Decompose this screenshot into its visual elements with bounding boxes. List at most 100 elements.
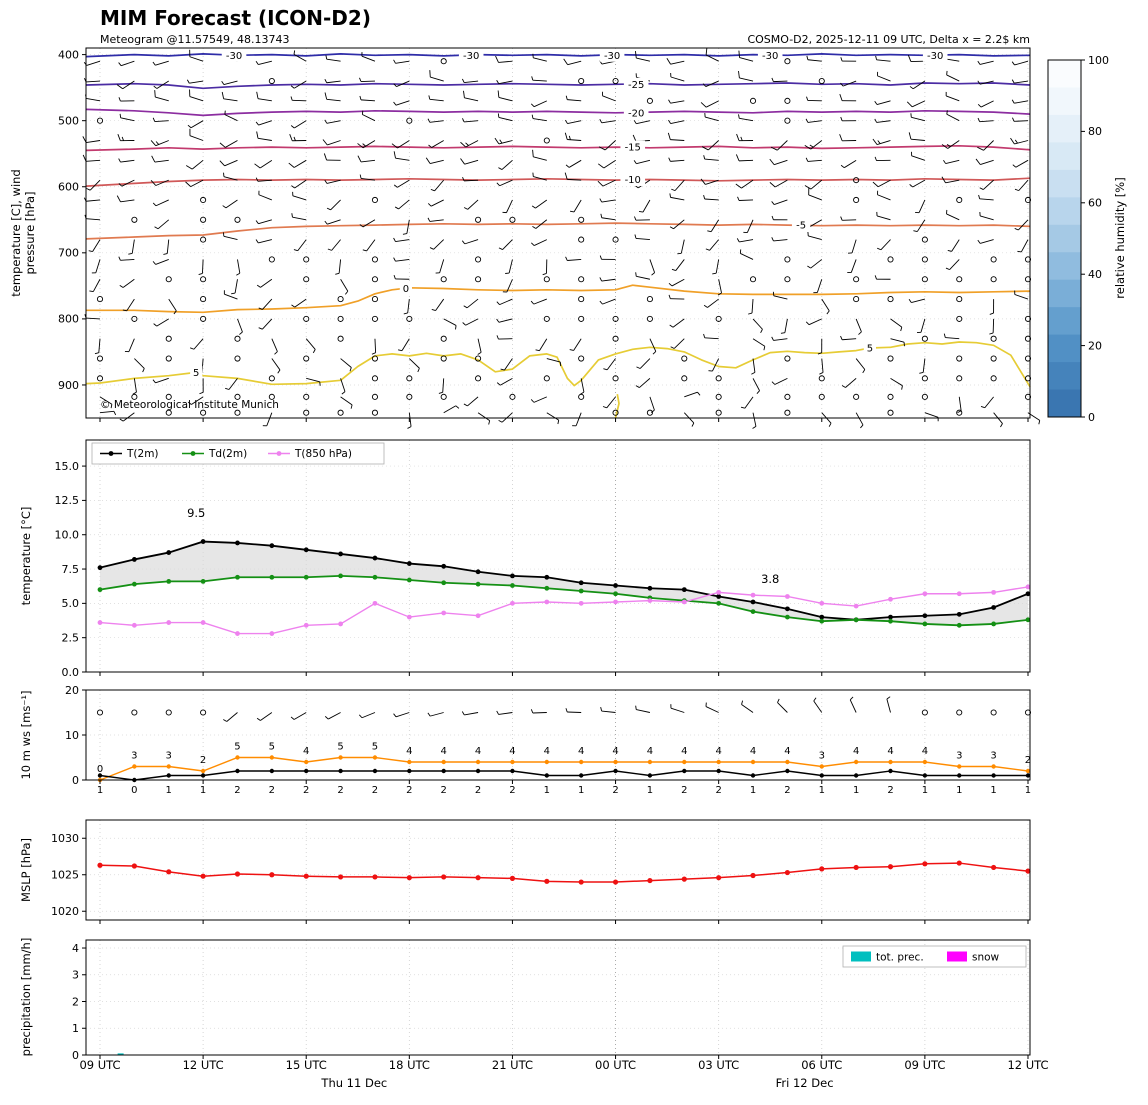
svg-text:1: 1	[922, 785, 928, 796]
svg-text:5: 5	[867, 343, 873, 354]
svg-text:0: 0	[131, 785, 137, 796]
svg-text:-5: -5	[796, 221, 806, 232]
svg-text:1: 1	[990, 785, 996, 796]
svg-text:500: 500	[58, 114, 79, 127]
svg-text:2: 2	[612, 785, 618, 796]
svg-text:2: 2	[200, 755, 206, 766]
svg-text:T(850 hPa): T(850 hPa)	[294, 448, 352, 460]
svg-text:-10: -10	[625, 175, 641, 186]
svg-text:12 UTC: 12 UTC	[183, 1058, 224, 1072]
svg-text:2: 2	[303, 785, 309, 796]
svg-text:100: 100	[1088, 54, 1109, 67]
svg-text:5: 5	[372, 742, 378, 753]
svg-text:40: 40	[1088, 268, 1102, 281]
svg-text:2: 2	[406, 785, 412, 796]
svg-text:2: 2	[509, 785, 515, 796]
svg-text:-30: -30	[226, 51, 242, 62]
svg-text:20: 20	[65, 684, 79, 697]
svg-text:10: 10	[65, 729, 79, 742]
svg-text:80: 80	[1088, 125, 1102, 138]
svg-text:4: 4	[612, 746, 618, 757]
svg-text:60: 60	[1088, 197, 1102, 210]
svg-text:06 UTC: 06 UTC	[801, 1058, 842, 1072]
svg-text:600: 600	[58, 181, 79, 194]
svg-text:1: 1	[750, 785, 756, 796]
svg-text:4: 4	[922, 746, 928, 757]
svg-text:400: 400	[58, 48, 79, 61]
svg-text:5: 5	[193, 368, 199, 379]
svg-text:4: 4	[303, 746, 309, 757]
svg-text:0: 0	[97, 764, 103, 775]
mslp-panel: 1020 1025 1030 MSLP [hPa]	[19, 819, 1031, 924]
svg-text:© Meteorological Institute Mun: © Meteorological Institute Munich	[100, 399, 279, 411]
svg-text:Td(2m): Td(2m)	[208, 448, 247, 460]
svg-text:tot. prec.: tot. prec.	[876, 952, 924, 964]
svg-text:-30: -30	[762, 51, 778, 62]
svg-text:-30: -30	[927, 51, 943, 62]
svg-text:-20: -20	[628, 108, 644, 119]
svg-text:10 m ws [ms⁻¹]: 10 m ws [ms⁻¹]	[19, 690, 33, 779]
svg-text:snow: snow	[972, 952, 1000, 964]
svg-text:-25: -25	[628, 80, 644, 91]
svg-text:2: 2	[887, 785, 893, 796]
svg-text:10.0: 10.0	[55, 529, 80, 542]
svg-text:4: 4	[72, 942, 79, 955]
svg-text:2: 2	[372, 785, 378, 796]
svg-text:4: 4	[578, 746, 584, 757]
svg-text:Fri 12 Dec: Fri 12 Dec	[776, 1076, 834, 1090]
svg-text:Thu 11 Dec: Thu 11 Dec	[320, 1076, 387, 1090]
svg-text:1020: 1020	[51, 905, 79, 918]
svg-text:15.0: 15.0	[55, 460, 80, 473]
svg-text:5: 5	[269, 742, 275, 753]
svg-text:-30: -30	[604, 51, 620, 62]
svg-text:precipitation [mm/h]: precipitation [mm/h]	[19, 938, 33, 1057]
subtitle-location: Meteogram @11.57549, 48.13743	[100, 33, 290, 46]
svg-text:00 UTC: 00 UTC	[595, 1058, 636, 1072]
svg-text:2: 2	[234, 785, 240, 796]
svg-text:5: 5	[337, 742, 343, 753]
svg-text:3: 3	[819, 751, 825, 762]
svg-text:0.0: 0.0	[62, 666, 80, 679]
svg-text:2: 2	[337, 785, 343, 796]
svg-text:2: 2	[681, 785, 687, 796]
svg-text:1025: 1025	[51, 869, 79, 882]
svg-text:T(2m): T(2m)	[126, 448, 159, 460]
svg-text:4: 4	[509, 746, 515, 757]
svg-text:4: 4	[544, 746, 550, 757]
svg-text:20: 20	[1088, 339, 1102, 352]
svg-text:4: 4	[715, 746, 721, 757]
svg-text:temperature [C], wind: temperature [C], wind	[9, 169, 23, 296]
upper-air-panel: -30 -30 -30 -30 -30 -25 -20 -15 -10 -5 0 5 5 © Meteor…	[9, 47, 1041, 429]
svg-text:1: 1	[72, 1022, 79, 1035]
svg-text:4: 4	[681, 746, 687, 757]
svg-text:1: 1	[97, 785, 103, 796]
svg-text:4: 4	[475, 746, 481, 757]
svg-text:3: 3	[956, 751, 962, 762]
svg-text:4: 4	[853, 746, 859, 757]
svg-text:0: 0	[403, 284, 409, 295]
subtitle-model-run: COSMO-D2, 2025-12-11 09 UTC, Delta x = 2…	[747, 33, 1030, 46]
svg-text:-15: -15	[625, 143, 641, 154]
svg-text:03 UTC: 03 UTC	[698, 1058, 739, 1072]
svg-text:9.5: 9.5	[187, 506, 205, 520]
svg-text:12.5: 12.5	[55, 494, 80, 507]
svg-text:1030: 1030	[51, 832, 79, 845]
svg-text:1: 1	[200, 785, 206, 796]
svg-text:3.8: 3.8	[761, 572, 779, 586]
svg-text:4: 4	[784, 746, 790, 757]
svg-text:4: 4	[441, 746, 447, 757]
svg-text:2: 2	[1025, 755, 1031, 766]
svg-text:1: 1	[819, 785, 825, 796]
temperature-legend: T(2m) Td(2m) T(850 hPa)	[91, 442, 385, 465]
svg-text:5: 5	[234, 742, 240, 753]
svg-text:700: 700	[58, 247, 79, 260]
svg-text:1: 1	[956, 785, 962, 796]
svg-text:4: 4	[406, 746, 412, 757]
svg-text:2: 2	[441, 785, 447, 796]
svg-text:3: 3	[131, 751, 137, 762]
svg-text:900: 900	[58, 379, 79, 392]
svg-text:1: 1	[647, 785, 653, 796]
svg-text:1: 1	[166, 785, 172, 796]
svg-text:18 UTC: 18 UTC	[389, 1058, 430, 1072]
